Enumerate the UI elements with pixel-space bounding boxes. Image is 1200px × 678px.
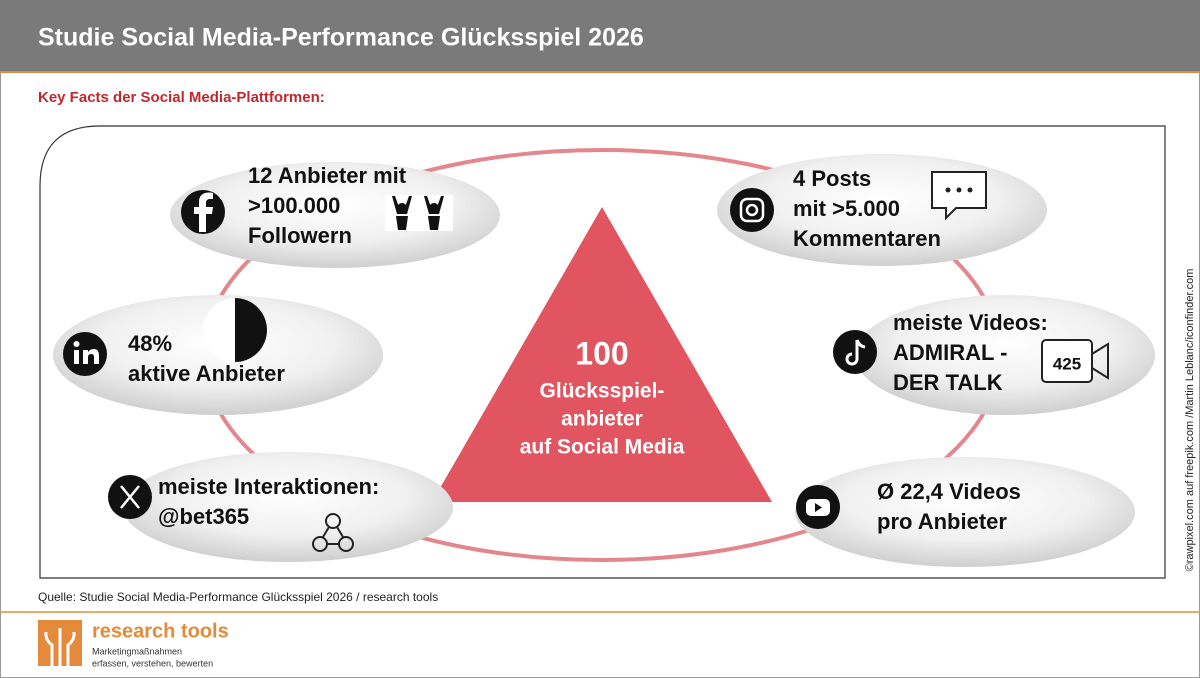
fact-text: meiste Interaktionen: [158, 474, 379, 499]
fact-text: aktive Anbieter [128, 361, 285, 386]
instagram-icon [730, 188, 774, 232]
fact-text: meiste Videos: [893, 310, 1048, 335]
logo-name: research tools [92, 620, 229, 642]
facebook-glyph [194, 192, 213, 232]
camera-icon [1041, 339, 1093, 383]
logo-tagline: erfassen, verstehen, bewerten [92, 658, 213, 668]
source: Quelle: Studie Social Media-Performance … [38, 590, 438, 604]
fact-text: Followern [248, 223, 352, 248]
instagram-glyph [739, 197, 765, 223]
center-line: auf Social Media [520, 436, 685, 459]
half-disc-icon [235, 298, 267, 362]
tiktok-icon [833, 330, 877, 374]
fact-text: 12 Anbieter mit [248, 163, 407, 188]
subtitle: Key Facts der Social Media-Plattformen: [38, 89, 325, 106]
tiktok-glyph [845, 339, 866, 366]
bubble [795, 457, 1135, 567]
center-number: 100 [575, 335, 628, 371]
comment-icon [931, 171, 987, 221]
camera-label: 425 [1053, 354, 1081, 373]
fact-text: 48% [128, 331, 172, 356]
fact-text: mit >5.000 [793, 196, 900, 221]
linkedin-glyph [73, 341, 99, 364]
fact-text: Ø 22,4 Videos [877, 479, 1021, 504]
fact-text: ADMIRAL - [893, 340, 1007, 365]
camera-icon [1091, 342, 1109, 380]
header-bar [0, 0, 1200, 72]
fact-text: DER TALK [893, 370, 1003, 395]
bubble [170, 162, 500, 268]
credit: ©rawpixel.com auf freepik.com /Martin Le… [1184, 269, 1196, 572]
youtube-glyph [815, 503, 822, 512]
network-icon [312, 513, 354, 552]
center-line: anbieter [561, 408, 643, 431]
center-line: Glücksspiel- [540, 380, 665, 403]
instagram-glyph [745, 203, 759, 217]
bubble [855, 295, 1155, 415]
fact-text: >100.000 [248, 193, 340, 218]
panel [39, 125, 1166, 579]
fact-text: @bet365 [158, 504, 249, 529]
title: Studie Social Media-Performance Glückssp… [38, 24, 644, 52]
comment-dots [945, 187, 973, 193]
center-triangle [432, 207, 772, 502]
x-glyph [120, 485, 140, 509]
fact-text: 4 Posts [793, 166, 871, 191]
logo-mark [44, 628, 76, 666]
bubble [123, 452, 453, 562]
fans-icon [385, 195, 453, 231]
logo-tagline: Marketingmaßnahmen [92, 646, 182, 656]
fact-text: pro Anbieter [877, 509, 1007, 534]
fact-text: Kommentaren [793, 226, 941, 251]
